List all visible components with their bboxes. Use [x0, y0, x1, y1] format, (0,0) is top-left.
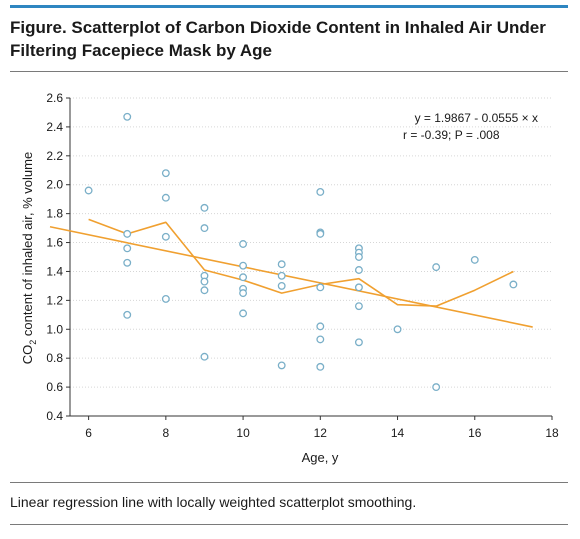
data-point	[200, 277, 209, 286]
data-point	[432, 383, 441, 392]
data-point	[239, 309, 248, 318]
y-tick-label: 1.0	[46, 322, 63, 336]
y-tick-label: 2.0	[46, 178, 63, 192]
figure-title: Figure. Scatterplot of Carbon Dioxide Co…	[10, 18, 546, 60]
correlation-stats: r = -0.39; P = .008	[403, 128, 500, 142]
data-point	[200, 352, 209, 361]
data-point	[316, 362, 325, 371]
caption-top-rule	[10, 482, 568, 483]
regression-equation: y = 1.9867 - 0.0555 × x	[415, 111, 538, 125]
data-point	[354, 302, 363, 311]
data-point	[316, 229, 325, 238]
data-point	[277, 281, 286, 290]
data-point	[123, 244, 132, 253]
y-tick-label: 2.2	[46, 149, 63, 163]
x-tick-label: 16	[468, 426, 482, 440]
data-point	[509, 280, 518, 289]
y-axis-label: CO2 content of inhaled air, % volume	[20, 152, 38, 364]
data-point	[123, 112, 132, 121]
y-axis-label-pre: CO	[20, 345, 35, 365]
x-axis-label: Age, y	[302, 450, 339, 465]
title-divider	[10, 71, 568, 72]
data-point	[161, 232, 170, 241]
data-point	[354, 253, 363, 261]
data-point	[161, 169, 170, 178]
x-tick-label: 6	[85, 426, 92, 440]
data-point	[316, 188, 325, 196]
data-point	[316, 283, 325, 292]
data-point	[123, 258, 132, 267]
y-tick-label: 2.4	[46, 120, 63, 134]
data-point	[277, 271, 286, 280]
data-point	[123, 229, 132, 238]
data-point	[239, 240, 248, 248]
caption-bottom-rule	[10, 524, 568, 525]
data-point	[239, 273, 248, 282]
x-tick-label: 18	[545, 426, 559, 440]
y-tick-label: 0.4	[46, 409, 63, 423]
data-point	[470, 255, 479, 264]
y-tick-label: 1.6	[46, 236, 63, 250]
figure-caption: Linear regression line with locally weig…	[10, 494, 417, 510]
data-point	[239, 261, 248, 270]
lowess-line	[88, 218, 514, 307]
scatterplot-chart: 0.4 0.6 0.8 1.0 1.2 1.4 1.6 1.8 2.0 2.2 2.4 2.6 6 8 10…	[20, 91, 559, 465]
data-point	[200, 286, 209, 295]
data-point	[123, 310, 132, 319]
data-point	[161, 193, 170, 202]
data-point	[200, 203, 209, 212]
header-accent-rule	[10, 5, 568, 8]
data-point	[393, 325, 402, 334]
y-tick-label: 0.6	[46, 380, 63, 394]
data-point	[161, 294, 170, 303]
data-point	[277, 361, 286, 370]
data-point	[316, 335, 325, 344]
data-point	[200, 224, 209, 233]
x-tick-label: 12	[314, 426, 328, 440]
regression-line	[49, 225, 533, 328]
data-point	[354, 338, 363, 347]
data-point	[354, 283, 363, 292]
x-tick-label: 8	[163, 426, 170, 440]
x-tick-label: 14	[391, 426, 405, 440]
y-tick-label: 1.2	[46, 293, 63, 307]
data-point	[354, 266, 363, 274]
y-tick-label: 1.8	[46, 207, 63, 221]
data-point	[316, 322, 325, 331]
x-tick-label: 10	[236, 426, 250, 440]
data-point	[277, 260, 286, 269]
y-tick-label: 2.6	[46, 91, 63, 105]
data-point	[239, 289, 248, 298]
y-axis-label-post: content of inhaled air, % volume	[20, 152, 35, 340]
y-tick-label: 1.4	[46, 264, 63, 278]
y-axis-label-sub: 2	[28, 340, 38, 345]
y-tick-label: 0.8	[46, 351, 63, 365]
data-point	[84, 186, 93, 195]
data-point	[432, 263, 441, 272]
